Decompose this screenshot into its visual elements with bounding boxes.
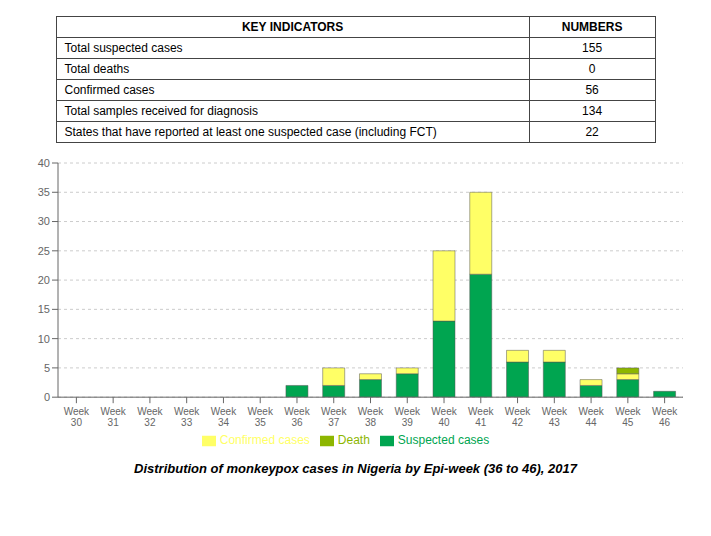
svg-text:Week42: Week42 (505, 406, 531, 428)
svg-text:5: 5 (44, 362, 50, 374)
svg-text:40: 40 (38, 157, 50, 169)
svg-text:Week38: Week38 (358, 406, 384, 428)
svg-text:Week33: Week33 (174, 406, 200, 428)
svg-text:Week36: Week36 (284, 406, 310, 428)
svg-text:Week40: Week40 (431, 406, 457, 428)
svg-text:15: 15 (38, 303, 50, 315)
svg-text:Week37: Week37 (321, 406, 347, 428)
html-text:155: 155 (582, 41, 603, 55)
svg-text:Week44: Week44 (578, 406, 604, 428)
svg-text:35: 35 (38, 186, 50, 198)
html-text:NUMBERS: NUMBERS (561, 20, 623, 34)
html-text:0: 0 (588, 62, 596, 76)
html-text:KEY INDICATORS: KEY INDICATORS (241, 20, 344, 34)
svg-text:Week45: Week45 (615, 406, 641, 428)
svg-text:Week39: Week39 (395, 406, 421, 428)
svg-text:0: 0 (44, 391, 50, 403)
html-text:States that have reported at l: States that have reported at least one s… (64, 125, 437, 139)
html-text:Total deaths: Total deaths (64, 62, 130, 76)
svg-text:25: 25 (38, 245, 50, 257)
svg-text:Week34: Week34 (211, 406, 237, 428)
html-text:56: 56 (585, 83, 599, 97)
svg-text:20: 20 (38, 274, 50, 286)
html-text:Total samples received for dia: Total samples received for diagnosis (64, 104, 258, 118)
html-text:Confirmed cases: Confirmed cases (219, 433, 310, 448)
svg-text:Week43: Week43 (542, 406, 568, 428)
svg-text:Week31: Week31 (100, 406, 126, 428)
html-text:Distribution of monkeypox case: Distribution of monkeypox cases in Niger… (134, 461, 577, 476)
svg-text:Week41: Week41 (468, 406, 494, 428)
html-text:Suspected cases: Suspected cases (397, 433, 490, 448)
html-text:22: 22 (585, 125, 599, 139)
svg-text:Week35: Week35 (248, 406, 274, 428)
svg-text:Week32: Week32 (137, 406, 163, 428)
html-text:Confirmed cases: Confirmed cases (64, 83, 155, 97)
html-text:134: 134 (582, 104, 603, 118)
html-text:Death: Death (337, 433, 370, 448)
html-text:Total suspected cases: Total suspected cases (64, 41, 183, 55)
svg-text:Week30: Week30 (64, 406, 90, 428)
svg-text:30: 30 (38, 215, 50, 227)
svg-text:10: 10 (38, 333, 50, 345)
svg-text:Week46: Week46 (652, 406, 678, 428)
